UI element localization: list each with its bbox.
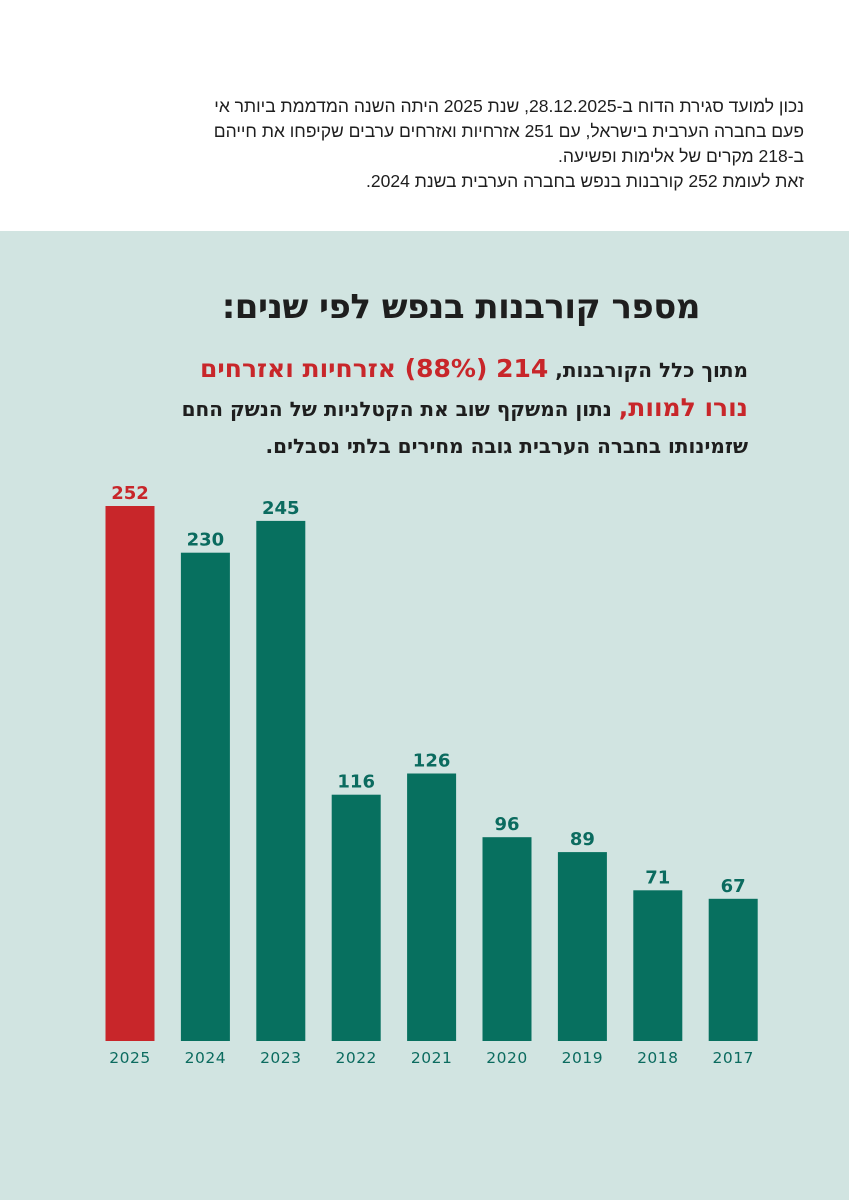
bar-value-label-2017: 67 [721,876,746,897]
x-tick-label-2025: 2025 [109,1049,150,1067]
intro-line-2: פעם בחברה הערבית בישראל, עם 251 אזרחיות … [213,121,804,141]
bar-2024 [180,552,230,1041]
bar-2022 [331,794,381,1041]
intro-paragraph: נכון למועד סגירת הדוח ב-28.12.2025, שנת … [60,94,804,194]
intro-line-3: ב-218 מקרים של אלימות ופשיעה. [557,146,804,166]
subtitle-text: שזמינותו בחברה הערבית גובה מחירים בלתי נ… [265,434,748,458]
bar-value-label-2023: 245 [262,498,300,519]
bar-2017 [708,898,758,1041]
bar-2020 [482,837,532,1041]
chart-title: מספר קורבנות בנפש לפי שנים: [221,287,701,327]
bar-value-label-2022: 116 [337,772,375,793]
bar-2025 [105,506,155,1041]
subtitle-line-3: שזמינותו בחברה הערבית גובה מחירים בלתי נ… [100,428,748,465]
x-tick-label-2021: 2021 [411,1049,452,1067]
subtitle-line-2: נורו למוות, נתון המשקף שוב את הקטלניות ש… [100,389,748,428]
x-tick-label-2024: 2024 [185,1049,226,1067]
subtitle-text: נתון המשקף שוב את הקטלניות של הנשק החם [181,397,619,421]
bar-value-label-2025: 252 [111,483,149,504]
subtitle-highlight: 214 (88%) אזרחיות ואזרחים [200,354,549,383]
x-tick-label-2022: 2022 [335,1049,376,1067]
bar-value-label-2019: 89 [570,829,595,850]
bar-value-label-2021: 126 [413,751,451,772]
x-tick-label-2019: 2019 [562,1049,603,1067]
bar-2023 [256,520,306,1041]
chart-subtitle: מתוך כלל הקורבנות, 214 (88%) אזרחיות ואז… [100,350,748,465]
bar-value-label-2020: 96 [494,814,519,835]
bar-value-label-2024: 230 [187,530,225,551]
bar-2019 [557,852,607,1041]
bar-2021 [407,773,457,1041]
subtitle-text: מתוך כלל הקורבנות, [548,358,748,382]
x-tick-label-2018: 2018 [637,1049,678,1067]
intro-line-1: נכון למועד סגירת הדוח ב-28.12.2025, שנת … [214,96,804,116]
bar-2018 [633,890,683,1041]
subtitle-line-1: מתוך כלל הקורבנות, 214 (88%) אזרחיות ואז… [100,350,748,389]
x-tick-label-2020: 2020 [486,1049,527,1067]
x-tick-label-2017: 2017 [712,1049,753,1067]
subtitle-highlight: נורו למוות, [618,393,748,422]
x-tick-label-2023: 2023 [260,1049,301,1067]
intro-line-4: זאת לעומת 252 קורבנות בנפש בחברה הערבית … [366,171,804,191]
bar-value-label-2018: 71 [645,867,670,888]
